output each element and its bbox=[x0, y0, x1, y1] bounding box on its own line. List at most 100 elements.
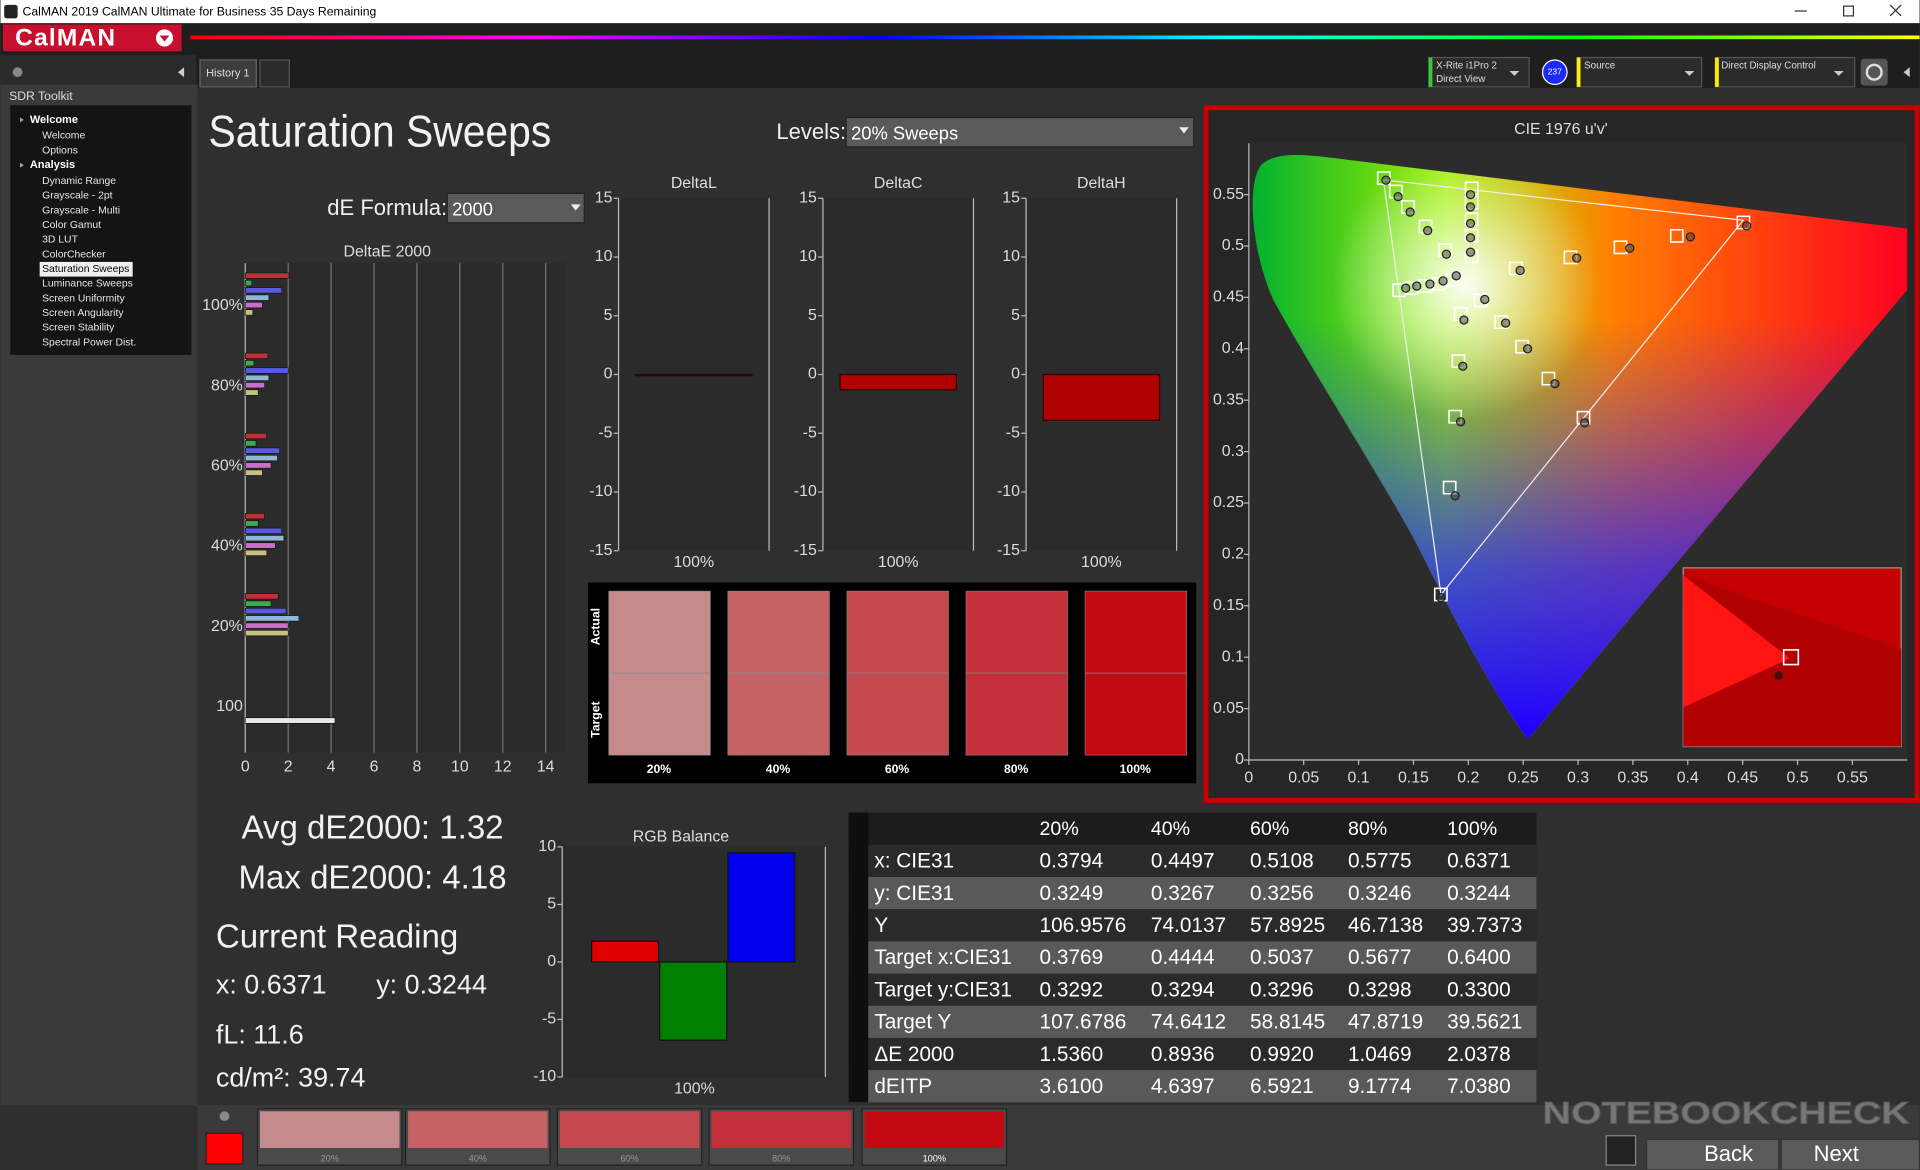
chart-title: DeltaL bbox=[671, 175, 717, 192]
measured-point bbox=[1441, 249, 1452, 259]
table-row bbox=[848, 877, 1537, 910]
table-cell: 57.8925 bbox=[1250, 914, 1325, 937]
source-label: Source bbox=[1584, 61, 1615, 72]
table-row bbox=[848, 941, 1537, 974]
formula-dropdown[interactable] bbox=[446, 192, 585, 224]
swatch-actual-label: Actual bbox=[589, 608, 603, 645]
measured-point bbox=[1381, 175, 1391, 185]
app-icon bbox=[4, 4, 18, 19]
tab[interactable] bbox=[199, 59, 257, 88]
swatch-target-label: Target bbox=[589, 701, 603, 737]
tree-item[interactable]: Screen Angularity bbox=[42, 308, 124, 319]
tree-item[interactable]: Dynamic Range bbox=[42, 176, 116, 187]
bar bbox=[244, 717, 336, 724]
tree-item[interactable]: Luminance Sweeps bbox=[42, 279, 133, 290]
y-tick-label: 0 bbox=[1235, 751, 1244, 768]
next-label[interactable]: Next bbox=[1814, 1141, 1859, 1166]
measured-point bbox=[1515, 265, 1525, 276]
y-tick-label: 100 bbox=[216, 698, 243, 715]
y-tick-label: 10 bbox=[595, 248, 613, 265]
y-tick-label: 0 bbox=[808, 366, 817, 383]
settings-button[interactable] bbox=[1860, 58, 1888, 86]
bar bbox=[244, 309, 254, 316]
tree-toggle[interactable] bbox=[20, 117, 24, 123]
tree-item[interactable]: Saturation Sweeps bbox=[42, 264, 129, 275]
y-tick-label: 5 bbox=[808, 307, 817, 324]
tree-item[interactable]: Color Gamut bbox=[42, 220, 101, 231]
y-tick-label: 10 bbox=[799, 248, 817, 265]
tree-item[interactable]: Spectral Power Dist. bbox=[42, 337, 136, 348]
tree-item[interactable]: Screen Uniformity bbox=[42, 293, 125, 304]
meter-name: X-Rite i1Pro 2 bbox=[1436, 61, 1497, 72]
x-tick-label: 0.1 bbox=[1348, 770, 1370, 787]
y-tick-label: 0.05 bbox=[1213, 700, 1244, 717]
formula-label: dE Formula: bbox=[327, 195, 447, 220]
tree-item[interactable]: Welcome bbox=[42, 131, 85, 142]
table-cell: 0.3246 bbox=[1348, 882, 1412, 905]
tree-item[interactable]: ColorChecker bbox=[42, 249, 106, 260]
patch-color bbox=[559, 1111, 700, 1148]
meter-badge[interactable] bbox=[1541, 59, 1568, 86]
swatch-target bbox=[608, 672, 711, 756]
next-button[interactable] bbox=[1780, 1138, 1920, 1170]
tree-group[interactable]: Analysis bbox=[30, 159, 75, 171]
table-header-row bbox=[848, 812, 1537, 845]
tree-item[interactable]: Options bbox=[42, 145, 78, 156]
title-bar bbox=[0, 0, 1920, 24]
levels-dropdown[interactable] bbox=[845, 116, 1195, 148]
bar bbox=[244, 367, 289, 374]
zoom-triangle bbox=[1683, 575, 1790, 708]
logo[interactable] bbox=[2, 24, 182, 52]
measured-point bbox=[1405, 207, 1415, 217]
table-row-label: y: CIE31 bbox=[874, 882, 954, 905]
y-tick-label: -10 bbox=[589, 483, 612, 500]
table-cell: 7.0380 bbox=[1447, 1075, 1511, 1098]
y-tick-label: 5 bbox=[547, 896, 556, 913]
tree-item[interactable]: 3D LUT bbox=[42, 235, 78, 246]
dropdown-arrow bbox=[1179, 127, 1189, 134]
table-cell: 0.8936 bbox=[1151, 1043, 1215, 1066]
tree-item[interactable]: Screen Stability bbox=[42, 323, 115, 334]
table-row-label: Target x:CIE31 bbox=[874, 946, 1012, 969]
window-title: CalMAN 2019 CalMAN Ultimate for Business… bbox=[23, 4, 377, 18]
y-tick-label: 0.45 bbox=[1213, 289, 1244, 306]
x-tick-label: 0.55 bbox=[1837, 770, 1868, 787]
sidebar-title: SDR Toolkit bbox=[9, 89, 73, 103]
maximize-icon bbox=[1843, 5, 1855, 17]
source-select[interactable] bbox=[1576, 56, 1703, 88]
bar bbox=[635, 373, 753, 377]
tree-group[interactable]: Welcome bbox=[30, 114, 78, 126]
stop-button[interactable] bbox=[1605, 1135, 1637, 1166]
table-cell: 0.4497 bbox=[1151, 850, 1215, 873]
measured-point bbox=[1500, 318, 1511, 328]
table-cell: 0.5037 bbox=[1250, 946, 1314, 969]
collapse-icon[interactable] bbox=[1903, 67, 1910, 78]
y-tick-label: 15 bbox=[595, 189, 613, 206]
back-button[interactable] bbox=[1645, 1138, 1780, 1170]
x-tick-label: 10 bbox=[451, 759, 469, 776]
bar bbox=[244, 454, 278, 462]
table-cell: 0.3267 bbox=[1151, 882, 1215, 905]
patch-color bbox=[408, 1111, 548, 1148]
bar bbox=[659, 961, 728, 1041]
chart-title: RGB Balance bbox=[633, 828, 730, 845]
tree-toggle[interactable] bbox=[20, 162, 24, 168]
collapse-icon[interactable] bbox=[177, 67, 185, 78]
tree-item[interactable]: Grayscale - 2pt bbox=[42, 191, 113, 202]
settings-icon bbox=[1865, 63, 1883, 81]
bar bbox=[839, 373, 957, 391]
y-tick-label: 0.15 bbox=[1213, 597, 1244, 614]
dropdown-arrow bbox=[1684, 70, 1695, 76]
bar bbox=[244, 600, 272, 607]
bar bbox=[244, 287, 283, 294]
y-tick-label: 0.1 bbox=[1222, 648, 1244, 665]
y-tick-label: 10 bbox=[1002, 248, 1020, 265]
bar bbox=[244, 535, 285, 542]
chart-title: CIE 1976 u'v' bbox=[1514, 121, 1608, 138]
display-select[interactable] bbox=[1714, 56, 1856, 88]
back-label[interactable]: Back bbox=[1704, 1141, 1754, 1166]
bar bbox=[244, 389, 259, 396]
tree-item[interactable]: Grayscale - Multi bbox=[42, 205, 120, 216]
y-tick-label: 0 bbox=[547, 953, 556, 970]
tab-add[interactable] bbox=[259, 59, 290, 88]
